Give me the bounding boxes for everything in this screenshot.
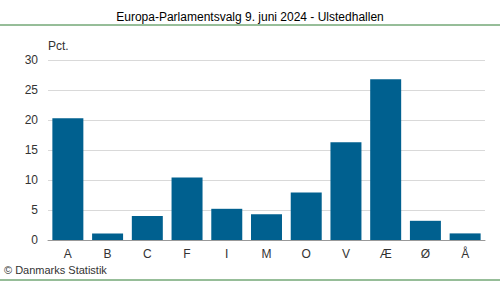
svg-text:15: 15 — [25, 143, 39, 157]
svg-text:25: 25 — [25, 83, 39, 97]
svg-text:V: V — [342, 247, 350, 261]
svg-text:F: F — [183, 247, 190, 261]
svg-text:10: 10 — [25, 173, 39, 187]
svg-text:Pct.: Pct. — [48, 39, 69, 53]
svg-text:I: I — [225, 247, 228, 261]
svg-text:5: 5 — [31, 203, 38, 217]
svg-text:Europa-Parlamentsvalg 9. juni: Europa-Parlamentsvalg 9. juni 2024 - Uls… — [116, 10, 384, 24]
svg-text:Ø: Ø — [421, 247, 430, 261]
svg-text:A: A — [64, 247, 72, 261]
svg-text:Æ: Æ — [380, 247, 392, 261]
svg-text:© Danmarks Statistik: © Danmarks Statistik — [4, 264, 107, 276]
svg-text:30: 30 — [25, 53, 39, 67]
svg-text:O: O — [302, 247, 311, 261]
svg-text:Å: Å — [461, 246, 469, 261]
svg-text:M: M — [262, 247, 272, 261]
svg-text:0: 0 — [31, 233, 38, 247]
svg-text:C: C — [143, 247, 152, 261]
svg-text:20: 20 — [25, 113, 39, 127]
svg-text:B: B — [104, 247, 112, 261]
